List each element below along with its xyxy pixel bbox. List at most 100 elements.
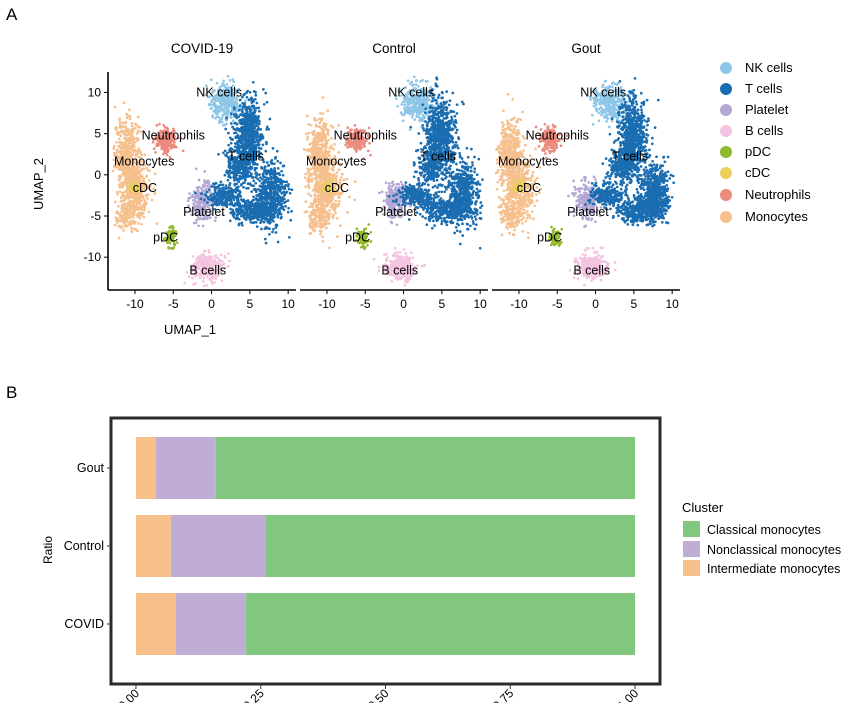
umap-point (264, 241, 268, 245)
umap-point (229, 99, 233, 103)
umap-point (228, 182, 232, 185)
umap-point (123, 217, 127, 221)
umap-point (252, 144, 255, 147)
umap-point (129, 150, 132, 154)
umap-point (318, 176, 321, 180)
umap-point (316, 136, 320, 140)
umap-point (302, 148, 306, 151)
umap-point (257, 214, 260, 218)
umap-point (303, 176, 307, 180)
umap-point (127, 178, 130, 181)
umap-point (252, 104, 256, 108)
umap-point (274, 192, 278, 196)
umap-point (135, 137, 139, 140)
umap-point (319, 134, 323, 138)
umap-point (303, 210, 307, 214)
umap-point (318, 208, 321, 211)
umap-point (219, 118, 223, 121)
umap-point (258, 136, 262, 140)
umap-point (234, 195, 238, 199)
umap-point (250, 211, 254, 215)
umap-point (313, 186, 317, 189)
umap-point (260, 193, 264, 196)
umap-point (137, 155, 141, 159)
umap-point (324, 122, 328, 126)
umap-point (232, 175, 236, 178)
umap-point (136, 202, 140, 206)
umap-point (345, 177, 349, 181)
umap-point (251, 80, 255, 84)
umap-point (308, 224, 312, 227)
umap-point (115, 151, 119, 154)
umap-point (257, 115, 260, 118)
umap-point (236, 136, 240, 139)
umap-point (245, 128, 248, 131)
umap-point (141, 194, 145, 198)
umap-point (256, 118, 260, 122)
umap-point (235, 186, 239, 189)
umap-cluster-label: pDC (153, 230, 178, 244)
umap-point (125, 207, 129, 211)
umap-point (203, 181, 207, 185)
umap-point (235, 213, 239, 217)
umap-point (117, 236, 121, 240)
umap-point (314, 170, 317, 173)
umap-point (327, 222, 331, 225)
umap-point (203, 179, 206, 182)
umap-point (236, 188, 240, 192)
umap-point (262, 88, 265, 91)
umap-point (254, 181, 258, 185)
umap-point (315, 131, 319, 135)
umap-cluster-label: Platelet (183, 205, 225, 219)
umap-point (247, 131, 251, 135)
umap-point (234, 217, 238, 221)
umap-point (269, 215, 273, 219)
umap-point (239, 195, 243, 198)
umap-point (228, 194, 232, 198)
umap-point (317, 194, 321, 197)
umap-point (215, 104, 219, 108)
umap-point (337, 203, 341, 206)
umap-point (262, 195, 265, 199)
umap-point (290, 188, 294, 192)
umap-point (138, 216, 142, 220)
umap-facet-title: Control (372, 41, 416, 56)
umap-point (222, 196, 226, 200)
umap-point (244, 178, 247, 182)
umap-point (238, 191, 242, 194)
umap-point (114, 200, 117, 204)
umap-point (233, 171, 237, 175)
umap-point (224, 184, 228, 188)
umap-point (305, 178, 309, 182)
umap-point (136, 169, 139, 173)
umap-point (242, 117, 245, 121)
umap-point (221, 114, 225, 117)
umap-point (150, 198, 154, 202)
umap-point (120, 149, 123, 153)
umap-cluster-label: Neutrophils (142, 128, 205, 142)
umap-point (242, 215, 246, 218)
umap-point (238, 206, 242, 210)
umap-point (260, 201, 264, 205)
umap-point (185, 270, 189, 274)
umap-point (155, 124, 159, 127)
umap-point (218, 258, 222, 262)
umap-point (223, 149, 227, 153)
umap-point (319, 125, 322, 129)
umap-point (257, 192, 261, 196)
umap-point (328, 213, 331, 216)
umap-point (139, 207, 143, 211)
umap-point (278, 210, 282, 214)
umap-point (119, 140, 123, 144)
umap-point (255, 101, 259, 105)
umap-point (315, 178, 318, 181)
umap-point (240, 183, 243, 186)
umap-point (308, 143, 312, 146)
umap-point (270, 207, 274, 210)
umap-point (319, 136, 322, 140)
umap-point (120, 219, 124, 222)
umap-point (203, 170, 207, 173)
umap-point (310, 224, 314, 228)
umap-point (236, 193, 240, 197)
